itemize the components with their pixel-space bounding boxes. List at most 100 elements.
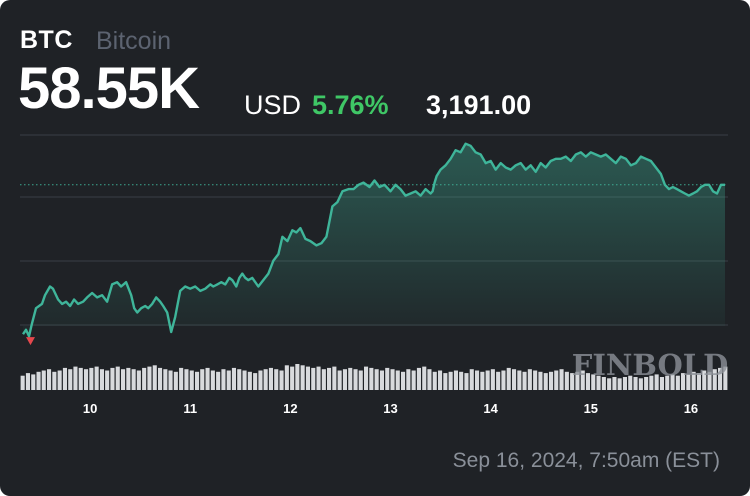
volume-bar (179, 367, 184, 390)
volume-bar (411, 370, 416, 390)
volume-bar (622, 377, 627, 390)
volume-bar (638, 378, 643, 390)
volume-bar (89, 367, 94, 390)
volume-bar (448, 371, 453, 390)
volume-bar (633, 377, 638, 390)
current-price: 58.55K (18, 56, 200, 121)
x-tick-label: 16 (684, 401, 698, 416)
volume-bar (401, 371, 406, 390)
volume-bar (475, 370, 480, 390)
volume-bar (607, 378, 612, 390)
volume-bar (580, 370, 585, 390)
volume-bar (395, 370, 400, 390)
volume-bar (464, 373, 469, 390)
volume-bar (533, 370, 538, 390)
volume-bar (707, 371, 712, 390)
volume-bar (554, 370, 559, 390)
volume-bar (210, 370, 215, 390)
volume-bar (115, 366, 120, 390)
volume-bar (168, 370, 173, 390)
volume-bar (136, 370, 141, 390)
volume-bar (216, 371, 221, 390)
volume-bar (427, 369, 432, 390)
volume-bar (490, 369, 495, 390)
volume-bar (78, 367, 83, 390)
x-tick-label: 10 (83, 401, 97, 416)
volume-bar (575, 371, 580, 390)
volume-bar (696, 373, 701, 390)
volume-bar (469, 369, 474, 390)
volume-bar (369, 367, 374, 390)
x-tick-label: 13 (383, 401, 397, 416)
volume-bar (570, 373, 575, 390)
volume-bar (675, 375, 680, 390)
volume-bar (385, 367, 390, 390)
timestamp: Sep 16, 2024, 7:50am (EST) (452, 449, 720, 472)
volume-bar (189, 370, 194, 390)
volume-bar (702, 370, 707, 390)
volume-bar (485, 370, 490, 390)
volume-bar (438, 370, 443, 390)
volume-bar (68, 369, 73, 390)
change-percent: 5.76% (312, 90, 389, 120)
volume-bar (126, 367, 131, 390)
volume-bar (73, 366, 78, 390)
volume-bar (195, 371, 200, 390)
volume-bar (221, 369, 226, 390)
volume-bar (628, 375, 633, 390)
volume-bar (173, 371, 178, 390)
volume-bar (20, 375, 25, 390)
volume-bar (184, 369, 189, 390)
volume-bar (268, 367, 273, 390)
volume-bar (62, 367, 67, 390)
change-value: 3,191.00 (426, 90, 532, 120)
volume-bar (549, 371, 554, 390)
volume-bar (506, 367, 511, 390)
volume-bar (253, 373, 258, 390)
volume-bar (300, 365, 305, 390)
volume-bar (337, 370, 342, 390)
price-line (22, 142, 725, 338)
volume-bar (374, 369, 379, 390)
start-marker (26, 337, 36, 346)
volume-bar (94, 366, 99, 390)
asset-name: Bitcoin (96, 27, 172, 55)
volume-bar (538, 371, 543, 390)
volume-bar (718, 367, 723, 390)
volume-bar (723, 366, 728, 390)
volume-bar (327, 367, 332, 390)
volume-bar (274, 369, 279, 390)
volume-bar (543, 373, 548, 390)
volume-bar (110, 367, 115, 390)
watermark-text: FINBOLD (572, 348, 729, 382)
volume-bar (416, 367, 421, 390)
volume-bar (242, 370, 247, 390)
volume-bar (681, 373, 686, 390)
currency-label: USD (244, 90, 302, 120)
volume-bar (358, 370, 363, 390)
volume-bar (585, 373, 590, 390)
volume-bar (353, 369, 358, 390)
volume-bar (691, 371, 696, 390)
volume-bar (348, 367, 353, 390)
volume-bar (290, 366, 295, 390)
volume-bar (665, 375, 670, 390)
x-tick-label: 15 (584, 401, 598, 416)
volume-bar (654, 374, 659, 390)
volume-bar (422, 366, 427, 390)
volume-bar (617, 378, 622, 390)
x-tick-label: 11 (183, 401, 197, 416)
volume-bar (406, 369, 411, 390)
volume-bar (559, 369, 564, 390)
volume-bar (522, 371, 527, 390)
volume-bar (105, 370, 110, 390)
volume-bar (279, 370, 284, 390)
volume-bar (596, 375, 601, 390)
volume-bar (25, 373, 30, 390)
volume-bar (332, 366, 337, 390)
volume-bar (31, 374, 36, 390)
volume-bar (57, 370, 62, 390)
volume-bar (453, 370, 458, 390)
